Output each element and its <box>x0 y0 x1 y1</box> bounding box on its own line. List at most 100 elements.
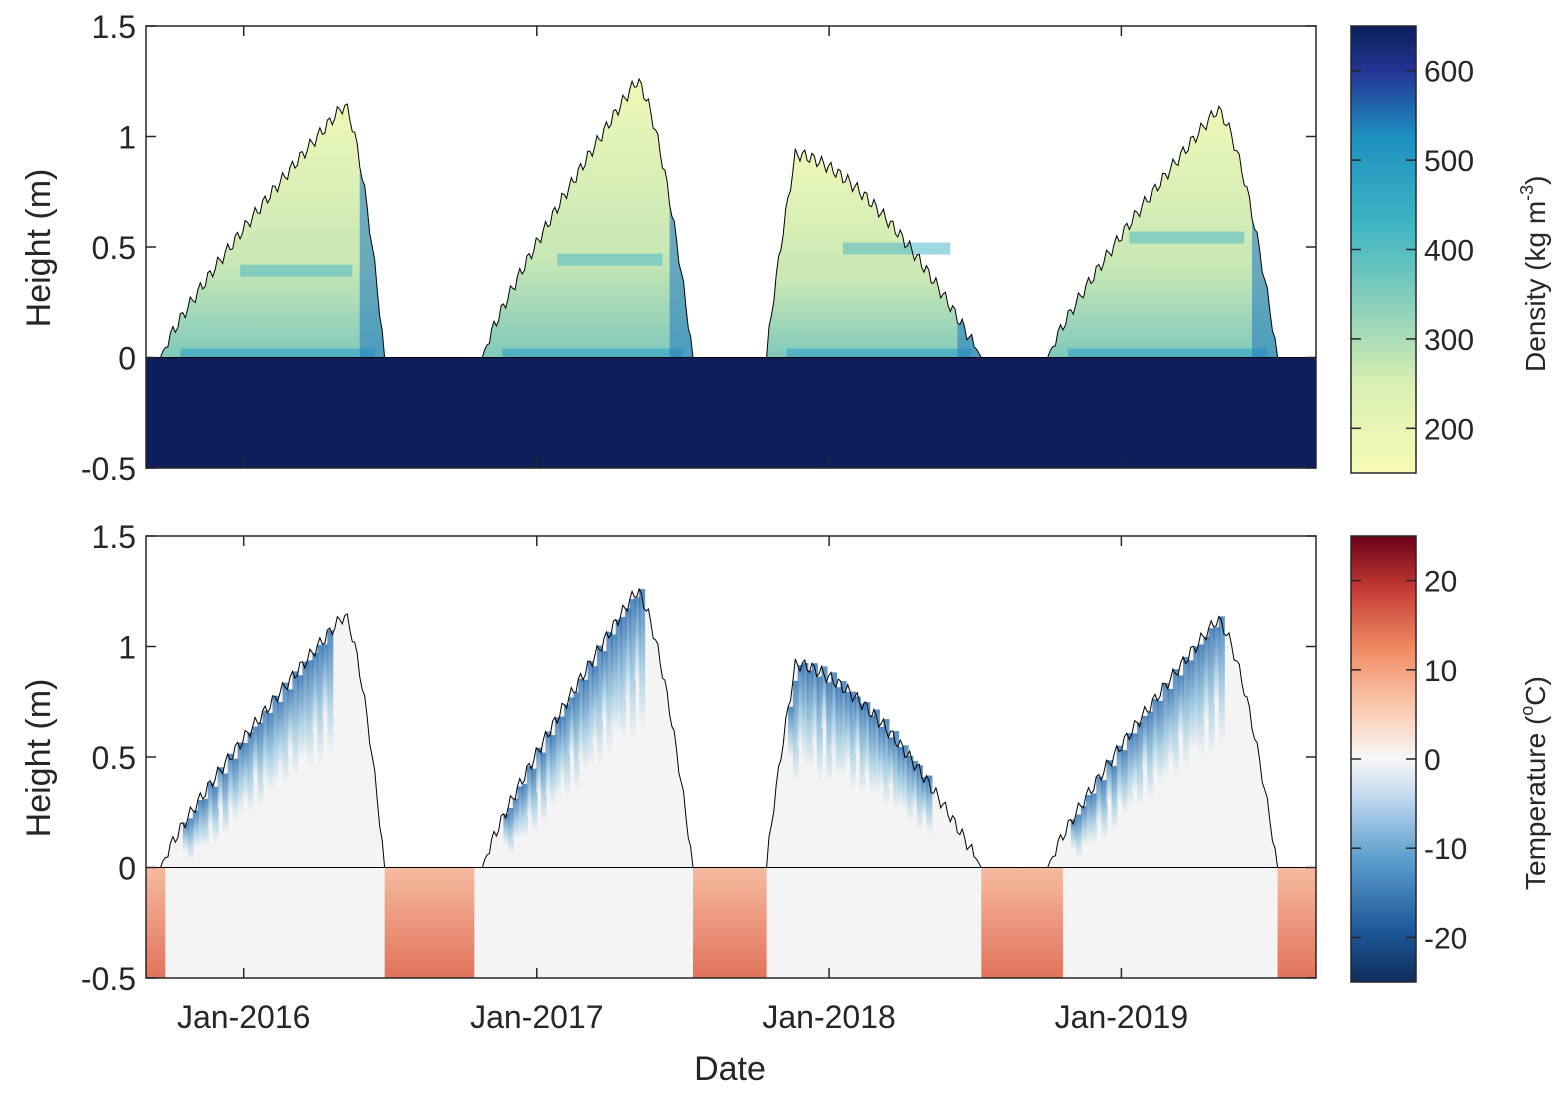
cold-streak <box>508 808 515 855</box>
cold-streak <box>1172 669 1179 778</box>
cold-streak <box>257 722 264 807</box>
cold-streak <box>811 663 818 746</box>
melt-front-density <box>669 204 693 358</box>
snow-surface-line <box>481 77 694 358</box>
x-tick-label: Jan-2019 <box>1055 999 1188 1035</box>
cold-streak <box>297 675 304 760</box>
cold-streak <box>869 715 876 794</box>
cold-streak <box>317 644 324 765</box>
y-tick-label: 1 <box>118 120 136 156</box>
colorbar-tick-label: 20 <box>1424 566 1457 599</box>
snowpack-density-fill <box>160 104 385 358</box>
density-colorbar-label: Density (kg m-3) <box>1517 176 1551 373</box>
cold-streak <box>262 710 269 782</box>
cold-streak <box>232 758 239 821</box>
colorbar-tick-label: 300 <box>1424 324 1474 357</box>
cold-streak <box>1183 656 1190 769</box>
cold-streak <box>1137 722 1144 808</box>
cold-streak <box>807 670 814 769</box>
cold-streak <box>312 652 319 733</box>
temperature-colorbar-label: Temperature (oC) <box>1517 676 1551 890</box>
colorbar-tick-label: 10 <box>1424 655 1457 688</box>
cold-streak <box>1116 745 1123 805</box>
cold-streak <box>878 726 885 788</box>
cold-streak <box>797 665 804 748</box>
cold-streak <box>526 766 533 817</box>
basal-layer-band <box>502 348 683 358</box>
y-tick-label: -0.5 <box>81 961 136 997</box>
cold-streak <box>1162 683 1169 779</box>
cold-streak <box>821 666 828 729</box>
cold-streak <box>1213 627 1220 704</box>
dense-layer-band <box>1129 231 1245 244</box>
x-tick-label: Jan-2017 <box>470 999 603 1035</box>
cold-streak <box>1126 733 1133 808</box>
density-colorbar: 200 300 400 500 600 Density (kg m-3) <box>1350 25 1551 474</box>
colorbar-tick-label: -10 <box>1424 833 1467 866</box>
cold-streak <box>1147 711 1154 801</box>
cold-streak <box>1198 644 1205 757</box>
cold-streak <box>242 742 249 800</box>
density-y-axis-label: Height (m) <box>20 169 58 328</box>
cold-streak <box>888 737 895 787</box>
cold-streak <box>292 671 299 777</box>
colorbar-tick-label: -20 <box>1424 922 1467 955</box>
y-tick-label: 1.5 <box>92 519 136 555</box>
cold-streak <box>873 709 880 794</box>
snowpack-density-fill <box>482 79 693 358</box>
snow-surface-line <box>481 587 694 868</box>
cold-streak <box>578 678 585 761</box>
cold-streak <box>302 661 309 760</box>
snow-surface-line <box>159 613 386 868</box>
cold-streak <box>202 798 209 847</box>
cold-streak <box>282 682 289 786</box>
melt-front-density <box>359 166 385 358</box>
cold-streak <box>792 680 799 784</box>
date-x-tick-labels: Jan-2016 Jan-2017 Jan-2018 Jan-2019 <box>177 999 1188 1035</box>
snow-surface-line <box>766 658 982 868</box>
cold-streak <box>192 810 199 849</box>
cold-streak <box>1208 628 1215 756</box>
cold-streak <box>826 682 833 785</box>
cold-streak <box>1177 675 1184 739</box>
y-tick-label: 0 <box>118 851 136 887</box>
x-axis-label: Date <box>694 1050 766 1088</box>
colorbar-tick-label: 200 <box>1424 413 1474 446</box>
x-tick-label: Jan-2016 <box>177 999 310 1035</box>
cold-streak <box>197 799 204 847</box>
density-panel <box>145 25 1317 469</box>
temperature-colorbar-ticks: -20 -10 0 10 20 <box>1351 566 1467 955</box>
cold-streak <box>845 691 852 764</box>
cold-streak <box>625 608 632 701</box>
cold-streak <box>517 786 524 839</box>
cold-streak <box>615 619 622 733</box>
cold-streak <box>522 783 529 838</box>
cold-streak <box>322 644 329 717</box>
colorbar-tick-label: 400 <box>1424 235 1474 268</box>
cold-streak <box>564 704 571 798</box>
colorbar-tick-label: 600 <box>1424 56 1474 89</box>
cold-streak <box>854 696 861 754</box>
cold-streak <box>227 753 234 811</box>
y-tick-label: 1 <box>118 630 136 666</box>
colorbar-tick-label: 500 <box>1424 145 1474 178</box>
cold-streak <box>536 747 543 793</box>
cold-streak <box>252 726 259 778</box>
cold-streak <box>926 775 933 836</box>
cold-streak <box>573 692 580 790</box>
cold-streak <box>267 712 274 792</box>
snow-surface-line <box>1047 105 1279 358</box>
cold-streak <box>1152 699 1159 774</box>
cold-streak <box>327 630 334 754</box>
cold-streak <box>1111 765 1118 831</box>
cold-streak <box>582 679 589 772</box>
snow-surface-line <box>1047 615 1279 868</box>
cold-streak <box>1203 636 1210 722</box>
cold-streak <box>237 742 244 813</box>
cold-streak <box>601 651 608 720</box>
cold-streak <box>554 717 561 798</box>
cold-streak <box>307 660 314 766</box>
cold-streak <box>921 777 928 819</box>
cold-streak <box>540 752 547 824</box>
cold-streak <box>606 631 613 755</box>
